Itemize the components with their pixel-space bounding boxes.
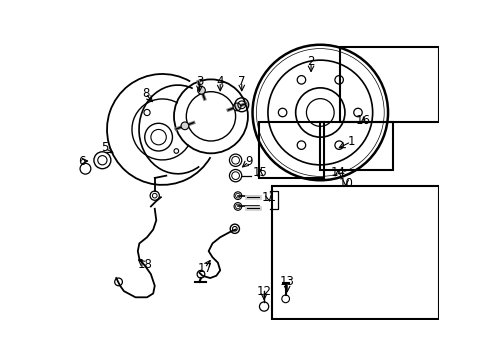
Text: 10: 10: [338, 177, 352, 190]
Text: 12: 12: [256, 285, 271, 298]
Text: 4: 4: [216, 75, 224, 88]
Circle shape: [181, 122, 188, 130]
Text: 6: 6: [78, 154, 85, 167]
Text: 9: 9: [244, 155, 252, 168]
Text: 13: 13: [279, 275, 294, 288]
Text: 17: 17: [197, 261, 212, 275]
Text: 16: 16: [355, 114, 370, 127]
Bar: [258, 122, 324, 178]
Text: 15: 15: [252, 166, 267, 179]
Bar: [271, 186, 438, 319]
Circle shape: [233, 103, 241, 111]
Text: 7: 7: [238, 75, 245, 88]
Bar: [339, 47, 438, 122]
Text: 2: 2: [306, 55, 314, 68]
Text: 14: 14: [330, 166, 345, 179]
Text: 5: 5: [101, 141, 108, 154]
Text: 8: 8: [142, 87, 149, 100]
Text: 3: 3: [195, 75, 203, 88]
Text: 18: 18: [137, 258, 152, 271]
Bar: [320, 122, 393, 170]
Text: 11: 11: [261, 191, 276, 204]
Text: 1: 1: [346, 135, 354, 148]
Circle shape: [197, 86, 205, 94]
